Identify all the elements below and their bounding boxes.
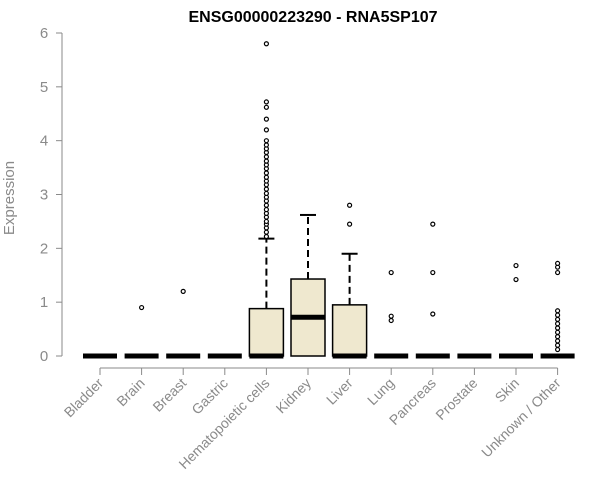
box-iqr (331, 304, 368, 357)
outlier-point (554, 316, 561, 322)
outlier-point (554, 308, 561, 314)
outlier-point (263, 233, 269, 240)
outlier-point (554, 334, 561, 340)
outlier-point (263, 116, 269, 122)
y-axis: 0 1 2 3 4 5 6 (40, 25, 63, 365)
outlier-point (263, 186, 269, 192)
outlier-point (388, 317, 394, 324)
outlier-point (263, 206, 269, 213)
outlier-point (263, 202, 269, 208)
outlier-point (554, 260, 561, 267)
outlier-point (263, 174, 269, 180)
y-tick-label: 1 (40, 294, 48, 311)
outlier-point (554, 269, 561, 276)
x-tick-label: Unknown / Other (478, 375, 564, 461)
box-iqr (248, 307, 285, 357)
y-tick-label: 0 (40, 348, 48, 365)
outlier-point (347, 221, 353, 227)
x-tick-label: Breast (149, 375, 189, 415)
outlier-point (263, 158, 269, 164)
outlier-point (263, 154, 269, 160)
y-tick-label: 2 (40, 240, 48, 257)
outlier-point (180, 288, 186, 294)
outlier-point (554, 329, 561, 335)
outlier-point (263, 138, 269, 144)
outlier-point (430, 221, 436, 227)
outlier-point (263, 41, 269, 47)
y-tick-label: 6 (40, 25, 48, 42)
y-axis-label: Expression (1, 161, 18, 235)
outlier-point (263, 170, 269, 176)
outlier-point (554, 342, 561, 348)
outlier-point (554, 325, 561, 331)
x-tick-label: Skin (492, 375, 523, 406)
outlier-point (263, 229, 269, 235)
y-tick-label: 3 (40, 187, 48, 204)
outlier-point (388, 269, 394, 276)
chart-title: ENSG00000223290 - RNA5SP107 (188, 9, 437, 26)
outlier-point (263, 142, 269, 148)
outlier-point (139, 304, 145, 311)
outlier-point (388, 313, 394, 319)
x-tick-label: Brain (113, 375, 147, 409)
outlier-point (554, 346, 561, 353)
box-group (83, 41, 575, 359)
outlier-point (513, 276, 519, 283)
outlier-point (430, 269, 436, 276)
outlier-point (263, 190, 269, 197)
outlier-point (554, 321, 561, 327)
outlier-point (263, 104, 269, 110)
x-tick-label: Lung (364, 375, 397, 408)
x-tick-label: Bladder (61, 375, 107, 421)
outlier-point (263, 99, 269, 105)
outlier-point (430, 311, 436, 317)
y-tick-label: 4 (40, 133, 48, 150)
outlier-point (263, 218, 269, 225)
x-tick-label: Liver (323, 375, 356, 408)
outlier-point (263, 127, 269, 133)
y-tick-label: 5 (40, 79, 48, 96)
outlier-point (347, 202, 353, 208)
x-tick-label: Prostate (432, 375, 480, 423)
outlier-point (513, 262, 519, 269)
x-tick-label: Kidney (273, 375, 315, 417)
outlier-point (554, 312, 561, 318)
outlier-point (554, 338, 561, 344)
